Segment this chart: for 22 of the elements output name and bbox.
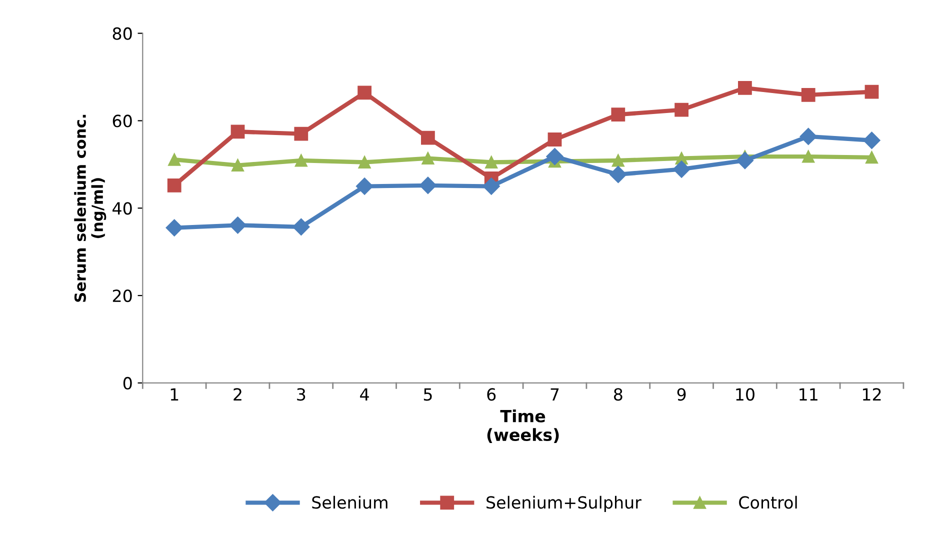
y-tick-label: 80 [112, 27, 132, 40]
x-axis-title: Time (weeks) [487, 409, 559, 444]
x-tick-label: 9 [677, 388, 686, 401]
legend-label: Selenium+Sulphur [486, 496, 642, 512]
x-tick-label: 4 [360, 388, 369, 400]
x-tick-label: 5 [424, 388, 432, 401]
y-tick-label: 20 [112, 290, 132, 302]
x-tick-label: 12 [862, 388, 881, 400]
x-tick-label: 2 [234, 388, 242, 400]
y-tick-label: 40 [112, 202, 132, 215]
y-tick-label: 0 [123, 376, 132, 390]
x-tick-label: 6 [487, 388, 496, 401]
y-axis-title: Serum selenium conc. (ng/ml) [74, 114, 106, 302]
x-tick-label: 3 [297, 388, 306, 401]
legend-label: Control [739, 496, 797, 509]
x-tick-label: 7 [550, 388, 559, 400]
x-tick-label: 1 [170, 388, 178, 400]
x-tick-label: 11 [800, 388, 818, 400]
x-tick-label: 10 [736, 388, 754, 401]
x-tick-label: 8 [614, 388, 622, 401]
legend-label: Selenium [312, 496, 388, 509]
y-tick-label: 60 [112, 114, 132, 128]
